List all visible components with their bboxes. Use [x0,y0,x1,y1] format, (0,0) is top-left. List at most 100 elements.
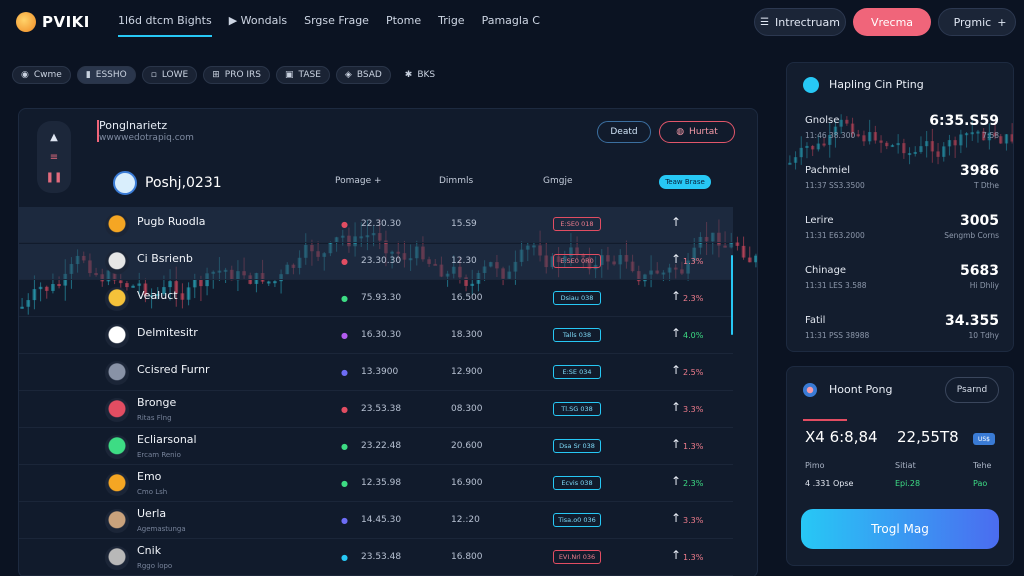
profile-button[interactable]: Prgmic + [938,8,1016,36]
row-avatar-icon [105,472,129,496]
row-name: Vealuct [137,289,178,302]
nav-item-1[interactable]: 1l6d dtcm Bights [118,14,212,37]
instrument-button[interactable]: ☰ Intrectruam [754,8,846,36]
candle-body [118,280,123,284]
table-row[interactable]: Vealuct ● 75.93.30 16.500 Dsiau 038 ↑ 2.3% [19,281,733,317]
candle-body [913,151,917,154]
row-volume: 15.S9 [451,219,477,229]
row-price: 22.30.30 [361,219,402,229]
candle-body [981,131,986,141]
row-status-dot: ● [341,257,348,266]
stat-item[interactable]: Chinage 11:31 LES 3.588 5683 Hi Dhliy [805,263,999,309]
row-tag[interactable]: EVI.Nrl 036 [553,550,601,564]
table-row[interactable]: Cnik Rggo lopo ● 23.53.48 16.800 EVI.Nrl 036 ↑… [19,540,733,576]
stat-item[interactable]: Gnolse 11:46 38.300 6:35.S59 7:58 [805,113,999,159]
row-tag[interactable]: Dsiau 038 [553,291,601,305]
trade-tab-indicator [803,419,847,421]
bars-icon: ▮ [85,70,91,80]
row-status-dot: ● [341,405,348,414]
candle-body [168,281,172,288]
candle-body [470,283,475,286]
detail-button[interactable]: Deatd [597,121,651,143]
row-tag[interactable]: Talls 038 [553,328,601,342]
plus-icon: + [997,15,1007,29]
app-logo[interactable]: PVIKI [16,12,90,32]
column-header-1[interactable]: Pomage + [335,176,382,186]
nav-item-4[interactable]: Ptome [385,14,422,27]
row-status-dot: ● [341,516,348,525]
table-row[interactable]: Bronge Ritas Flng ● 23.53.38 08.300 Tl.SG 038… [19,392,733,428]
nav-item-6[interactable]: Pamagla C [481,14,540,27]
candle-body [32,289,37,301]
row-tag[interactable]: Tisa.o0 036 [553,513,601,527]
table-row[interactable]: Ci Bsrienb ● 23.30.30 12.30 E:SE0 0R0 ↑ 1.3% [19,244,733,280]
stat-item[interactable]: Lerire 11:31 E63.2000 3005 Sengmb Corns [805,213,999,259]
stat-item[interactable]: Pachmiel 11:37 SS3.3500 3986 T Dthe [805,163,999,209]
trade-panel-button[interactable]: Psarnd [945,377,999,403]
nav-item-5[interactable]: Trige [438,14,465,27]
row-tag[interactable]: Tl.SG 038 [553,402,601,416]
stat-unit: Sengmb Corns [944,231,999,240]
nav-item-2[interactable]: ▶ Wondals [228,14,288,27]
chip-6[interactable]: ◈ BSAD [335,66,391,84]
list-icon[interactable]: ≡ [49,151,59,163]
chip-7[interactable]: ✱ BKS [397,66,443,84]
row-tag[interactable]: E:SE 034 [553,365,601,379]
row-price: 23.53.48 [361,552,402,562]
stat-label: Pachmiel [805,165,850,176]
column-header-2[interactable]: Dimmls [439,176,474,186]
row-status-dot: ● [341,553,348,562]
row-tag[interactable]: Dsa Sr 038 [553,439,601,453]
row-price: 14.45.30 [361,515,402,525]
column-badge[interactable]: Teaw Brase [659,175,711,189]
up-arrow-icon: ↑ [671,437,682,451]
column-header-3[interactable]: Gmgje [543,176,573,186]
candle-body [919,146,923,152]
up-arrow-icon: ↑ [671,363,682,377]
row-price: 16.30.30 [361,330,402,340]
stat-subtitle: 11:31 E63.2000 [805,231,865,240]
chip-2[interactable]: ▮ ESSHO [76,66,136,84]
chip-5[interactable]: ▣ TASE [276,66,330,84]
pause-icon[interactable]: ❚❚ [45,171,63,183]
candle-body [839,119,843,127]
row-volume: 16.500 [451,293,483,303]
primary-action-label: Vrecma [870,15,914,29]
up-arrow-icon: ↑ [671,474,682,488]
scrollbar[interactable] [731,255,733,335]
candle-body [896,143,900,146]
chip-3[interactable]: ▫ LOWE [141,66,198,84]
candle-body [845,119,849,124]
candle-body [942,146,946,157]
row-name: Bronge [137,396,177,409]
table-row[interactable]: Emo Cmo Lsh ● 12.35.98 16.900 Ecvis 038 ↑ 2.3% [19,466,733,502]
row-change: 2.3% [683,294,704,303]
row-status-dot: ● [341,331,348,340]
alert-button[interactable]: ◍ Hurtat [659,121,735,143]
table-row[interactable]: Pugb Ruodla ● 22.30.30 15.S9 E:SE0 018 ↑ [19,207,733,243]
chip-2-label: ESSHO [95,70,127,80]
bell-icon[interactable]: ▲ [50,131,58,143]
row-tag[interactable]: Ecvis 038 [553,476,601,490]
table-row[interactable]: Ecliarsonal Ercam Renio ● 23.22.48 20.600 Dsa… [19,429,733,465]
up-arrow-icon: ↑ [671,215,682,229]
stats-panel: Hapling Cin Pting Gnolse 11:46 38.300 6:35… [786,62,1014,352]
stat-item[interactable]: Fatil 11:31 PSS 38988 34.355 10 Tdhy [805,313,999,351]
chip-1[interactable]: ◉ Cwme [12,66,71,84]
top-actions: ☰ Intrectruam Vrecma Prgmic + [754,8,1016,36]
candle-body [879,140,883,143]
candle-body [885,142,889,147]
chip-4[interactable]: ⊞ PRO IRS [203,66,271,84]
table-row[interactable]: Uerla Agemastunga ● 14.45.30 12.:20 Tisa.o0 0… [19,503,733,539]
panel-title: Ponglnarietz [99,119,168,132]
table-row[interactable]: Ccisred Furnr ● 13.3900 12.900 E:SE 034 ↑ 2.5% [19,355,733,391]
trade-cta-button[interactable]: Trogl Mag [801,509,999,549]
candle-body [266,281,271,284]
nav-item-3[interactable]: Srgse Frage [304,14,369,27]
table-row[interactable]: Delmitesitr ● 16.30.30 18.300 Talls 038 ↑ 4.0% [19,318,733,354]
row-tag[interactable]: E:SE0 0R0 [553,254,601,268]
primary-action-button[interactable]: Vrecma [853,8,931,36]
row-tag[interactable]: E:SE0 018 [553,217,601,231]
row-avatar-icon [105,546,129,570]
row-volume: 12.:20 [451,515,480,525]
